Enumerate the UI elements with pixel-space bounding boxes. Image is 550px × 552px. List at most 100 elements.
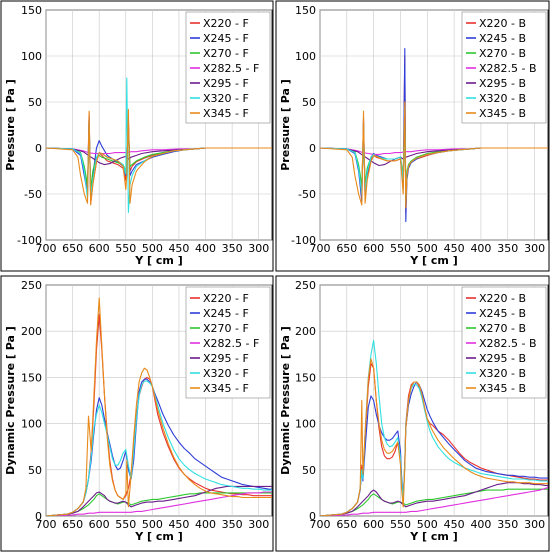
legend-entry: X345 - B (479, 107, 526, 120)
y-tick-label: 200 (21, 325, 42, 338)
series-line-3 (46, 492, 272, 516)
legend-entry: X220 - B (479, 17, 526, 30)
x-tick-label: 650 (336, 518, 357, 531)
x-tick-label: 700 (310, 518, 331, 531)
y-tick-label: 200 (295, 325, 316, 338)
legend: X220 - B X245 - B X270 - B X282.5 - B X295 -… (461, 11, 547, 124)
x-tick-label: 600 (89, 518, 110, 531)
legend-entry: X295 - B (479, 77, 526, 90)
y-tick-label: 150 (21, 371, 42, 384)
legend-entry: X320 - B (479, 92, 526, 105)
chart-panel-3: 700 650 600 550 500 450 400 350 300 0 50 100 150 200 2… (0, 275, 274, 552)
x-tick-label: 300 (524, 518, 545, 531)
legend-entry: X345 - F (203, 107, 249, 120)
x-tick-label: 450 (444, 518, 465, 531)
legend-entry: X270 - F (203, 47, 249, 60)
y-tick-label: -100 (291, 234, 316, 247)
legend-entry: X245 - F (203, 32, 249, 45)
x-tick-label: 700 (310, 242, 331, 255)
legend-entry: X245 - B (479, 32, 526, 45)
legend: X220 - F X245 - F X270 - F X282.5 - F X295 -… (185, 11, 271, 124)
legend-entry: X220 - F (203, 292, 249, 305)
y-tick-label: 100 (295, 418, 316, 431)
series-line-4 (320, 486, 548, 516)
y-tick-label: 0 (35, 142, 42, 155)
chart-panel-4: 700 650 600 550 500 450 400 350 300 0 50 100 150 200 2… (275, 275, 550, 552)
series-line-7 (46, 297, 272, 516)
y-tick-label: -50 (298, 188, 316, 201)
series-line-6 (46, 380, 272, 516)
y-tick-label: 0 (309, 142, 316, 155)
x-tick-label: 600 (363, 242, 384, 255)
legend-entry: X320 - B (479, 367, 526, 380)
x-tick-label: 650 (336, 242, 357, 255)
legend-entry: X295 - F (203, 352, 249, 365)
y-tick-label: 100 (295, 50, 316, 63)
y-tick-label: 0 (35, 510, 42, 523)
legend-entry: X220 - F (203, 17, 249, 30)
legend-entry: X282.5 - F (203, 337, 259, 350)
legend-entry: X220 - B (479, 292, 526, 305)
x-tick-label: 350 (222, 242, 243, 255)
x-tick-label: 400 (195, 518, 216, 531)
y-tick-label: 50 (302, 464, 316, 477)
x-tick-label: 450 (444, 242, 465, 255)
series-lines (46, 297, 272, 516)
legend-entry: X282.5 - F (203, 62, 259, 75)
legend-entry: X320 - F (203, 367, 249, 380)
series-line-2 (320, 381, 548, 516)
x-tick-label: 300 (248, 242, 269, 255)
y-axis-label: Pressure [ Pa ] (4, 79, 17, 171)
y-axis-label: Pressure [ Pa ] (279, 79, 292, 171)
x-tick-label: 550 (390, 518, 411, 531)
x-tick-label: 350 (497, 242, 518, 255)
x-tick-label: 600 (89, 242, 110, 255)
series-line-4 (46, 491, 272, 516)
y-tick-label: 250 (21, 279, 42, 292)
y-tick-label: 150 (295, 4, 316, 17)
x-tick-label: 550 (115, 242, 136, 255)
legend-entry: X270 - F (203, 322, 249, 335)
legend-entry: X345 - F (203, 382, 249, 395)
series-line-7 (320, 358, 548, 516)
legend-entry: X270 - B (479, 322, 526, 335)
series-line-5 (320, 482, 548, 516)
x-tick-label: 650 (62, 518, 83, 531)
chart-panel-2: 700 650 600 550 500 450 400 350 300 -100 -50 0 50 100… (275, 0, 550, 272)
series-line-7 (46, 108, 272, 206)
x-tick-label: 450 (168, 242, 189, 255)
x-tick-label: 500 (417, 242, 438, 255)
legend-entry: X282.5 - B (479, 62, 537, 75)
y-tick-label: 150 (21, 4, 42, 17)
series-line-3 (320, 488, 548, 516)
x-tick-label: 650 (62, 242, 83, 255)
x-axis-label: Y [ cm ] (409, 254, 458, 267)
legend: X220 - F X245 - F X270 - F X282.5 - F X295 -… (185, 286, 271, 399)
chart-panel-1: 700 650 600 550 500 450 400 350 300 -100 -50 0 50 100… (0, 0, 274, 272)
x-tick-label: 350 (222, 518, 243, 531)
y-tick-label: 150 (295, 371, 316, 384)
x-tick-label: 300 (524, 242, 545, 255)
x-tick-label: 500 (142, 242, 163, 255)
x-tick-label: 500 (142, 518, 163, 531)
x-tick-label: 500 (417, 518, 438, 531)
x-axis-label: Y [ cm ] (409, 530, 458, 543)
legend-entry: X270 - B (479, 47, 526, 60)
x-tick-label: 550 (390, 242, 411, 255)
x-tick-label: 450 (168, 518, 189, 531)
legend-entry: X282.5 - B (479, 337, 537, 350)
legend-entry: X295 - F (203, 77, 249, 90)
x-tick-label: 700 (36, 242, 57, 255)
series-line-7 (320, 101, 548, 209)
legend-entry: X295 - B (479, 352, 526, 365)
series-lines (320, 339, 548, 516)
x-tick-label: 400 (470, 518, 491, 531)
legend: X220 - B X245 - B X270 - B X282.5 - B X295 -… (461, 286, 547, 399)
x-tick-label: 300 (248, 518, 269, 531)
series-lines (46, 77, 272, 213)
y-tick-label: 250 (295, 279, 316, 292)
x-axis-label: Y [ cm ] (134, 530, 183, 543)
y-tick-label: 0 (309, 510, 316, 523)
y-tick-label: 50 (302, 96, 316, 109)
